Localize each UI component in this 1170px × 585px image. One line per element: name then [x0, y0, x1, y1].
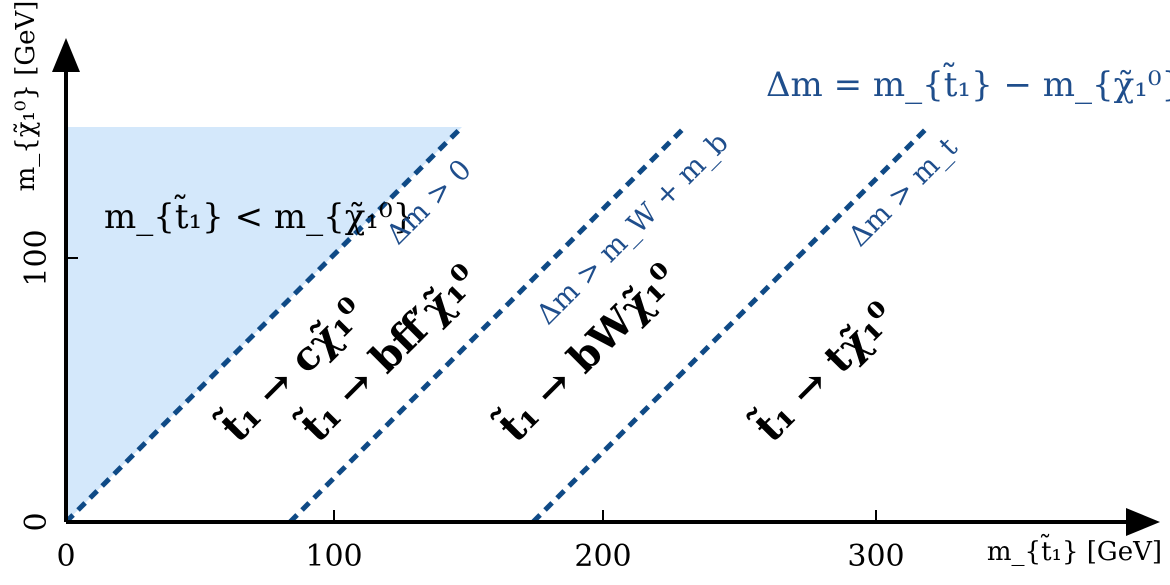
x-tick-label-200: 200 — [574, 539, 631, 574]
x-tick-label-100: 100 — [305, 539, 362, 574]
delta-m-definition: Δm = m_{t̃₁} − m_{χ̃₁⁰} — [766, 62, 1170, 105]
boundary-line-dm-gt-mw-mb — [288, 125, 687, 524]
y-axis-title: m_{χ̃₁⁰} [GeV] — [11, 1, 41, 192]
x-tick-label-0: 0 — [56, 539, 75, 574]
forbidden-region-label: m_{t̃₁} < m_{χ̃₁⁰} — [104, 194, 414, 237]
y-tick-label-0: 0 — [19, 512, 54, 531]
x-axis-title: m_{t̃₁} [GeV] — [987, 533, 1162, 567]
y-axis-arrowhead — [52, 38, 80, 72]
decay-label-t-neutralino: t̃₁ → tχ̃₁⁰ — [745, 292, 905, 452]
y-tick-label-100: 100 — [19, 229, 54, 286]
boundary-line-dm-gt-0 — [64, 125, 464, 524]
x-tick-label-300: 300 — [847, 539, 904, 574]
x-axis-arrowhead — [1126, 508, 1160, 536]
boundary-line-dm-gt-mt — [531, 125, 930, 524]
